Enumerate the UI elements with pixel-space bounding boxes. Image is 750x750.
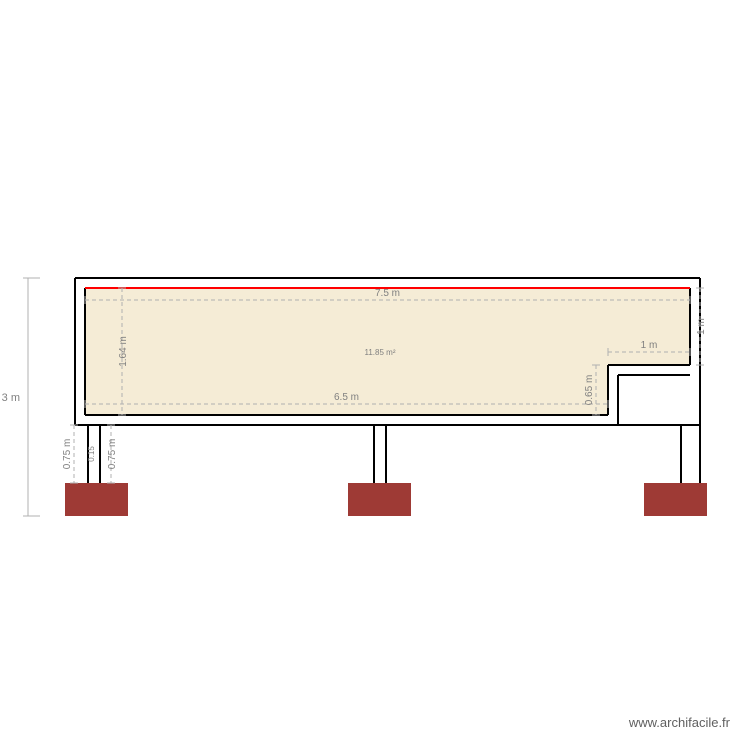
dim-label: 6.5 m (334, 392, 359, 403)
dim-label: 1 m (696, 318, 707, 335)
dim-label: 0.15 (87, 446, 96, 462)
section-drawing: 7.5 m 6.5 m 1 m 1.64 m 1 m 0.65 m 0.75 m 0.75 m… (0, 0, 750, 750)
dim-label: 7.5 m (375, 288, 400, 299)
dim-label: 0.65 m (584, 375, 595, 406)
watermark-text: www.archifacile.fr (629, 715, 730, 730)
footing-mid (348, 483, 411, 516)
dim-label: 0.75 m (62, 439, 73, 470)
total-height-label: 3 m (2, 392, 20, 404)
footing-right (644, 483, 707, 516)
footing-left (65, 483, 128, 516)
dim-label: 0.75 m (107, 439, 118, 470)
dim-label: 1.64 m (118, 336, 129, 367)
area-label: 11.85 m² (365, 348, 396, 357)
dim-label: 1 m (641, 340, 658, 351)
